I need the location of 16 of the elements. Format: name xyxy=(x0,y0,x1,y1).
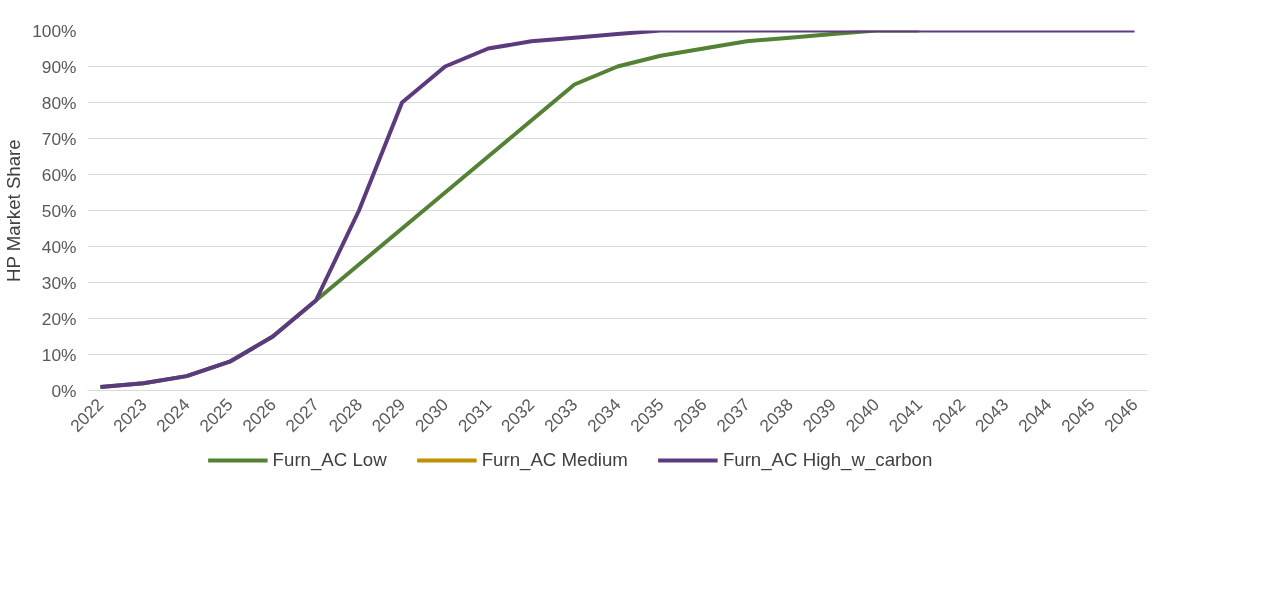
y-tick-label: 80% xyxy=(41,92,77,113)
y-tick-label: 0% xyxy=(51,380,77,401)
y-tick-label: 40% xyxy=(41,236,77,257)
y-tick-label: 100% xyxy=(32,20,77,41)
y-tick-label: 90% xyxy=(41,56,77,77)
line-series xyxy=(98,30,1137,389)
legend-label: Furn_AC Low xyxy=(272,449,387,471)
y-tick-label: 10% xyxy=(41,344,77,365)
legend-label: Furn_AC Medium xyxy=(481,449,628,471)
y-axis-title: HP Market Share xyxy=(3,139,25,283)
legend-label: Furn_AC High_w_carbon xyxy=(722,449,933,471)
y-tick-label: 60% xyxy=(41,164,77,185)
y-tick-label: 20% xyxy=(41,308,77,329)
y-tick-label: 30% xyxy=(41,272,77,293)
y-tick-label: 70% xyxy=(41,128,77,149)
y-tick-label: 50% xyxy=(41,200,77,221)
